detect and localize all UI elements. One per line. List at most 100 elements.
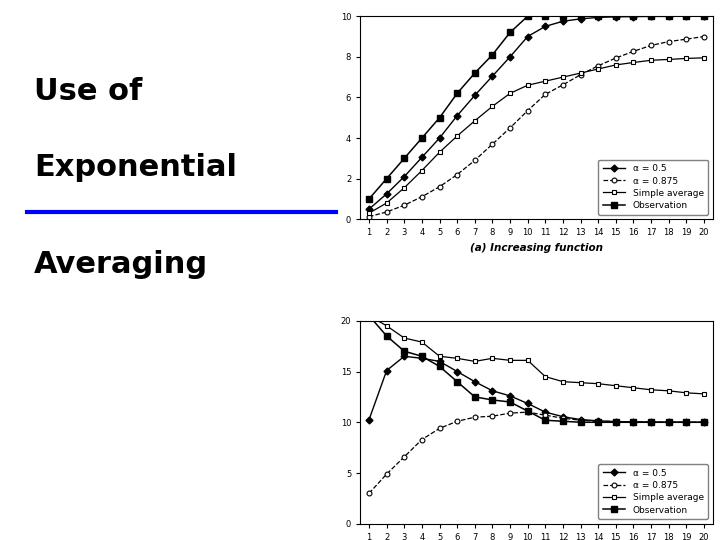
Line: Simple average: Simple average [366,313,706,396]
α = 0.5 [559,18,567,24]
α = 0.5 [541,23,549,30]
Simple average [647,387,655,393]
α = 0.875 [505,125,514,131]
Simple average [682,55,690,62]
Line: Observation: Observation [366,313,707,425]
α = 0.875 [700,33,708,40]
α = 0.875 [470,157,479,164]
Observation [505,399,514,405]
α = 0.875 [470,414,479,421]
Simple average [365,313,374,319]
α = 0.875 [700,419,708,426]
Simple average [505,90,514,97]
Observation [576,13,585,19]
α = 0.875 [418,193,426,200]
α = 0.875 [665,38,673,45]
α = 0.5 [611,418,620,425]
Simple average [488,103,497,110]
Observation [594,13,603,19]
Observation [435,114,444,121]
Observation [541,417,549,423]
α = 0.5 [435,358,444,365]
Observation [647,419,655,426]
Simple average [400,335,409,341]
α = 0.5 [682,13,690,19]
α = 0.5 [382,367,391,374]
α = 0.875 [453,171,462,178]
Simple average [400,185,409,191]
Observation [488,397,497,403]
Text: Use of: Use of [34,77,143,106]
α = 0.5 [382,191,391,197]
α = 0.875 [576,71,585,78]
α = 0.5 [665,419,673,426]
α = 0.5 [453,112,462,119]
Observation [505,29,514,36]
Observation [559,418,567,424]
Simple average [559,74,567,80]
Simple average [523,82,532,89]
Observation [611,13,620,19]
α = 0.875 [435,425,444,431]
Simple average [611,62,620,68]
Observation [682,419,690,426]
Simple average [435,149,444,156]
Observation [382,333,391,339]
α = 0.875 [435,184,444,190]
Observation [523,13,532,19]
Simple average [470,358,479,365]
α = 0.875 [647,42,655,49]
Line: Simple average: Simple average [366,56,706,215]
Observation [470,70,479,76]
Line: α = 0.875: α = 0.875 [366,34,706,219]
α = 0.875 [682,36,690,42]
α = 0.875 [611,418,620,425]
α = 0.5 [365,206,374,212]
α = 0.5 [488,388,497,394]
α = 0.875 [629,418,638,425]
α = 0.875 [523,409,532,415]
α = 0.5 [559,414,567,420]
Text: Exponential: Exponential [34,153,237,183]
α = 0.5 [576,16,585,22]
α = 0.5 [470,92,479,99]
Observation [594,419,603,426]
α = 0.5 [400,353,409,360]
Simple average [700,390,708,397]
α = 0.875 [647,419,655,426]
α = 0.875 [629,48,638,55]
Observation [629,13,638,19]
Simple average [365,210,374,217]
α = 0.5 [541,409,549,415]
α = 0.875 [665,419,673,426]
Simple average [576,380,585,386]
Text: Averaging: Averaging [34,249,208,279]
Simple average [541,78,549,84]
Observation [418,135,426,141]
Simple average [594,381,603,387]
α = 0.875 [418,436,426,443]
Observation [453,90,462,97]
α = 0.5 [523,33,532,40]
Simple average [559,379,567,385]
Simple average [611,382,620,389]
α = 0.875 [559,415,567,421]
Simple average [418,339,426,345]
Simple average [700,55,708,61]
Simple average [629,384,638,391]
Simple average [523,357,532,363]
α = 0.5 [647,13,655,19]
Simple average [453,355,462,362]
Legend: α = 0.5, α = 0.875, Simple average, Observation: α = 0.5, α = 0.875, Simple average, Obse… [598,464,708,519]
α = 0.875 [382,471,391,477]
Observation [418,353,426,360]
Observation [559,13,567,19]
Line: Observation: Observation [366,14,707,202]
α = 0.5 [453,368,462,375]
α = 0.875 [365,213,374,220]
α = 0.5 [435,135,444,141]
Line: α = 0.5: α = 0.5 [366,354,706,425]
α = 0.875 [541,412,549,418]
α = 0.875 [453,418,462,424]
Simple average [629,59,638,66]
